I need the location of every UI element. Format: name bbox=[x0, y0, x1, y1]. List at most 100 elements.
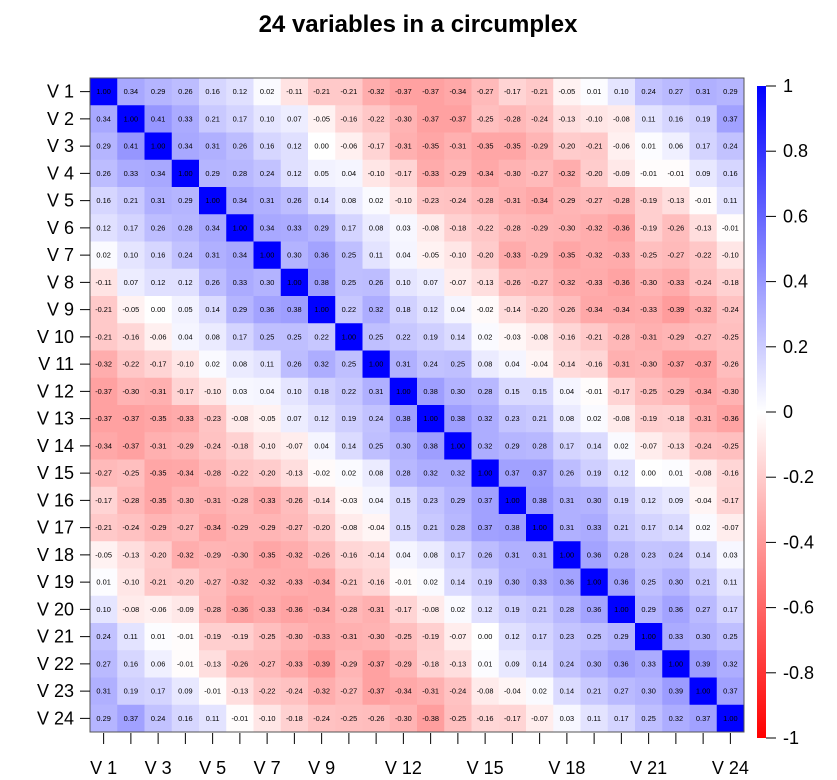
heatmap-cell bbox=[226, 132, 254, 161]
cell-value-label: 0.37 bbox=[505, 469, 519, 478]
cell-value-label: 0.05 bbox=[178, 305, 192, 314]
cell-value-label: 0.00 bbox=[314, 142, 328, 151]
heatmap-cell bbox=[335, 486, 363, 515]
heatmap-cell bbox=[662, 568, 690, 597]
cell-value-label: 0.00 bbox=[151, 305, 165, 314]
heatmap-cell bbox=[90, 677, 118, 706]
cell-value-label: -0.21 bbox=[340, 578, 357, 587]
cell-value-label: -0.30 bbox=[504, 169, 521, 178]
legend-tick-label: -0.4 bbox=[783, 532, 814, 552]
cell-value-label: -0.25 bbox=[477, 114, 494, 123]
cell-value-label: 0.18 bbox=[396, 305, 410, 314]
cell-value-label: 0.02 bbox=[369, 196, 383, 205]
cell-value-label: -0.13 bbox=[667, 441, 684, 450]
cell-value-label: 0.02 bbox=[96, 251, 110, 260]
heatmap-cell bbox=[253, 350, 282, 379]
cell-value-label: 0.25 bbox=[641, 714, 655, 723]
heatmap-cell bbox=[716, 187, 745, 215]
heatmap-cell bbox=[253, 650, 282, 678]
heatmap-cell bbox=[689, 105, 718, 133]
heatmap-cell bbox=[199, 459, 227, 488]
cell-value-label: -0.17 bbox=[150, 360, 167, 369]
cell-value-label: -0.20 bbox=[313, 523, 330, 532]
cell-value-label: -0.16 bbox=[586, 360, 603, 369]
heatmap-cell bbox=[253, 704, 282, 733]
cell-value-label: 0.19 bbox=[124, 687, 138, 696]
heatmap-cell bbox=[635, 159, 663, 188]
heatmap-cell bbox=[716, 514, 745, 542]
heatmap-cell bbox=[526, 241, 554, 270]
heatmap-cell bbox=[498, 241, 527, 270]
heatmap-cell bbox=[417, 541, 445, 569]
row-label: V 18 bbox=[37, 545, 74, 565]
cell-value-label: 0.02 bbox=[696, 523, 710, 532]
cell-value-label: -0.33 bbox=[422, 169, 439, 178]
heatmap-cell bbox=[471, 78, 500, 106]
cell-value-label: 0.32 bbox=[669, 714, 683, 723]
heatmap-cell bbox=[199, 105, 227, 133]
cell-value-label: -0.26 bbox=[722, 360, 739, 369]
cell-value-label: -0.25 bbox=[722, 441, 739, 450]
heatmap-cell bbox=[117, 241, 145, 270]
heatmap-cell bbox=[526, 214, 554, 242]
row-label: V 6 bbox=[47, 218, 74, 238]
heatmap-cell bbox=[144, 514, 173, 542]
heatmap-cell bbox=[90, 350, 118, 379]
cell-value-label: 0.37 bbox=[478, 523, 492, 532]
heatmap-cell bbox=[90, 514, 118, 542]
heatmap-cell bbox=[280, 514, 309, 542]
cell-value-label: 0.15 bbox=[505, 387, 519, 396]
heatmap-cell bbox=[171, 704, 200, 733]
cell-value-label: 0.28 bbox=[233, 169, 247, 178]
heatmap-cell bbox=[144, 405, 173, 433]
cell-value-label: -0.06 bbox=[150, 605, 167, 614]
cell-value-label: 0.17 bbox=[560, 441, 574, 450]
heatmap-cell bbox=[662, 677, 690, 706]
cell-value-label: -0.37 bbox=[395, 87, 412, 96]
heatmap-cell bbox=[444, 623, 472, 651]
heatmap-cell bbox=[526, 541, 554, 569]
heatmap-cell bbox=[389, 377, 418, 406]
heatmap-cell bbox=[280, 78, 309, 106]
heatmap-cell bbox=[471, 296, 500, 324]
cell-value-label: 0.31 bbox=[560, 523, 574, 532]
cell-value-label: 0.16 bbox=[124, 659, 138, 668]
cell-value-label: -0.37 bbox=[449, 114, 466, 123]
heatmap-cell bbox=[417, 432, 445, 460]
heatmap-cell bbox=[280, 214, 309, 242]
heatmap-cell bbox=[471, 350, 500, 379]
cell-value-label: -0.39 bbox=[667, 305, 684, 314]
heatmap-cell bbox=[526, 514, 554, 542]
heatmap-cell bbox=[90, 187, 118, 215]
cell-value-label: -0.20 bbox=[477, 251, 494, 260]
heatmap-cell bbox=[716, 268, 745, 297]
cell-value-label: 0.15 bbox=[396, 496, 410, 505]
heatmap-cell bbox=[417, 105, 445, 133]
cell-value-label: -0.35 bbox=[504, 142, 521, 151]
heatmap-cell bbox=[90, 377, 118, 406]
heatmap-cell bbox=[362, 214, 391, 242]
heatmap-cell bbox=[117, 704, 145, 733]
cell-value-label: -0.37 bbox=[95, 387, 112, 396]
heatmap-cell bbox=[498, 486, 527, 515]
cell-value-label: 0.14 bbox=[669, 523, 683, 532]
cell-value-label: -0.33 bbox=[667, 278, 684, 287]
heatmap-cell bbox=[689, 486, 718, 515]
heatmap-cell bbox=[199, 541, 227, 569]
cell-value-label: -0.35 bbox=[150, 414, 167, 423]
cell-value-label: -0.35 bbox=[150, 496, 167, 505]
heatmap-cell bbox=[90, 541, 118, 569]
cell-value-label: 0.08 bbox=[342, 196, 356, 205]
cell-value-label: -0.22 bbox=[477, 223, 494, 232]
heatmap-cell bbox=[171, 159, 200, 188]
heatmap-cell bbox=[580, 268, 609, 297]
cell-value-label: 0.31 bbox=[560, 496, 574, 505]
heatmap-cell bbox=[308, 459, 336, 488]
heatmap-cell bbox=[226, 241, 254, 270]
heatmap-cell bbox=[662, 623, 690, 651]
cell-value-label: -0.35 bbox=[259, 550, 276, 559]
cell-value-label: 0.14 bbox=[560, 687, 574, 696]
cell-value-label: -0.16 bbox=[477, 714, 494, 723]
cell-value-label: -0.36 bbox=[231, 605, 248, 614]
cell-value-label: -0.01 bbox=[395, 578, 412, 587]
